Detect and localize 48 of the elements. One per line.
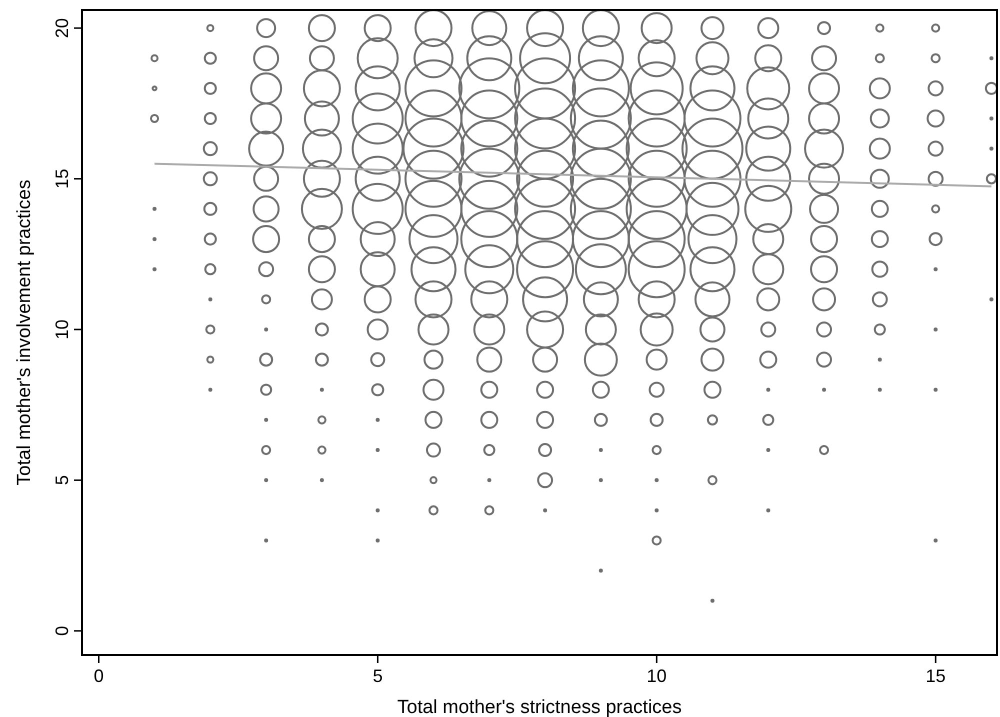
point: [543, 508, 548, 512]
point: [152, 237, 157, 242]
point: [766, 448, 770, 452]
point: [208, 297, 212, 302]
x-axis-title: Total mother's strictness practices: [397, 697, 682, 717]
point: [822, 388, 826, 392]
point: [934, 267, 938, 272]
point: [152, 206, 157, 211]
point: [766, 508, 770, 512]
y-tick-label: 20: [52, 18, 72, 38]
point: [320, 388, 324, 392]
point: [376, 508, 380, 512]
point: [598, 478, 603, 482]
point: [934, 388, 938, 392]
point: [654, 478, 659, 482]
y-tick-label: 0: [52, 626, 72, 636]
y-tick-label: 5: [52, 475, 72, 486]
point: [989, 116, 994, 121]
point: [152, 267, 157, 272]
point: [989, 146, 994, 151]
y-axis-title: Total mother's involvement practices: [14, 180, 35, 486]
point: [320, 478, 324, 482]
point: [264, 327, 268, 332]
point: [766, 388, 770, 392]
y-tick-label: 15: [52, 168, 72, 189]
x-tick-label: 15: [926, 666, 946, 686]
x-tick-label: 5: [372, 666, 383, 686]
point: [376, 448, 380, 452]
point: [989, 297, 994, 302]
y-tick-label: 10: [52, 319, 72, 340]
x-tick-label: 0: [94, 666, 104, 686]
point: [934, 538, 938, 542]
point: [878, 358, 882, 362]
point: [264, 538, 268, 542]
point: [934, 327, 938, 332]
point: [376, 538, 380, 542]
point: [598, 568, 603, 573]
point: [654, 508, 659, 512]
x-tick-label: 10: [646, 666, 667, 686]
point: [376, 418, 380, 422]
point: [598, 448, 603, 452]
point: [208, 388, 212, 392]
point: [487, 478, 492, 482]
point: [264, 418, 268, 422]
point: [989, 56, 994, 60]
point: [710, 598, 714, 603]
point: [264, 478, 268, 482]
point: [878, 388, 882, 392]
